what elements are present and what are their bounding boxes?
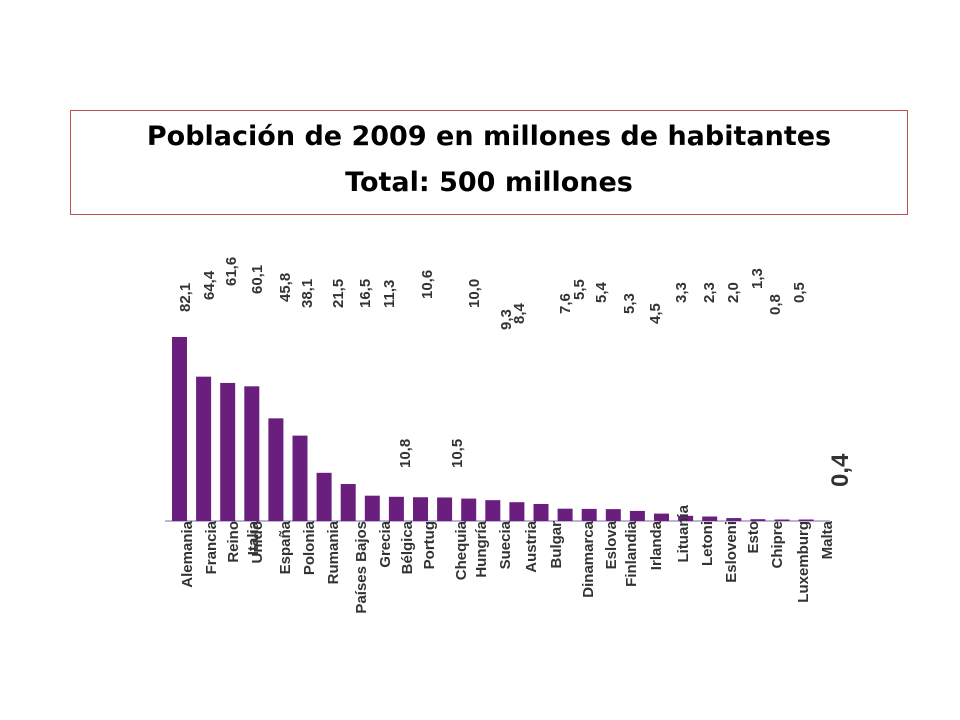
- bar-rumania: [316, 472, 332, 521]
- category-label-grecia: Grecia: [377, 520, 394, 567]
- value-label-grecia: 11,3: [381, 280, 398, 308]
- category-label-dinamarca: Dinamarca: [580, 520, 597, 597]
- bar-malta: [798, 519, 814, 521]
- bar-portugal: [413, 497, 428, 521]
- value-label-luxemburgo: 0,5: [791, 282, 808, 303]
- category-label-espana: España: [277, 520, 294, 574]
- bar-belgica: [388, 496, 404, 521]
- value-label-austria: 8,4: [511, 302, 528, 324]
- category-label-portug: Portug: [421, 521, 438, 569]
- category-label-esto: Esto: [745, 521, 762, 554]
- value-label-dinamarca: 5,5: [571, 279, 588, 300]
- value-label-italia: 60,1: [249, 265, 266, 294]
- bar-suecia: [485, 500, 501, 521]
- value-label-finlandia: 5,3: [621, 293, 638, 314]
- bar-eslovenia: [702, 516, 718, 521]
- value-label-chipre: 0,8: [767, 294, 784, 315]
- category-label-finlandia: Finlandia: [623, 520, 640, 586]
- value-label-irlanda: 4,5: [647, 303, 664, 324]
- bar-chipre: [750, 519, 766, 521]
- chart-subtitle: Total: 500 millones: [345, 167, 633, 198]
- category-label-suecia: Suecia: [497, 520, 514, 569]
- category-label-rumania: Rumania: [325, 520, 342, 584]
- value-label-rumania: 21,5: [330, 279, 347, 308]
- value-label-malta: 0,4: [827, 453, 854, 487]
- bar-alemania: [172, 337, 187, 521]
- value-label-paises-bajos: 16,5: [357, 279, 374, 308]
- bar-finlandia: [605, 509, 621, 521]
- value-label-lituania: 3,3: [673, 282, 690, 303]
- value-label-espana: 45,8: [277, 273, 294, 302]
- category-label-lituania: Lituania: [675, 504, 692, 562]
- category-label-luxemburg: Luxemburg: [795, 521, 812, 603]
- chart-title-box: Población de 2009 en millones de habitan…: [70, 110, 908, 215]
- value-label-polonia: 38,1: [299, 279, 316, 308]
- value-label-portugal: 10,6: [419, 270, 436, 299]
- bar-paises-bajos: [340, 484, 356, 521]
- value-label-eslovenia: 2,0: [725, 282, 742, 303]
- bar-polonia: [292, 435, 308, 521]
- category-label-francia: Francia: [203, 520, 220, 574]
- value-label-chequia: 10,5: [449, 439, 466, 468]
- bar-irlanda: [629, 510, 645, 521]
- category-label-reino: Reino: [225, 521, 242, 563]
- bar-eslovaquia: [581, 508, 597, 521]
- chart-title: Población de 2009 en millones de habitan…: [146, 121, 832, 152]
- category-label-letoni: Letoni: [699, 521, 716, 566]
- bar-bulgaria: [533, 503, 549, 521]
- category-label-malta: Malta: [819, 520, 836, 559]
- value-label-francia: 64,4: [201, 270, 218, 300]
- value-label-eslovaquia: 5,4: [593, 281, 610, 303]
- bar-reino-unido: [220, 382, 236, 521]
- bar-espana: [268, 418, 284, 521]
- category-label-eslova: Eslova: [603, 520, 620, 569]
- category-label-polonia: Polonia: [301, 520, 318, 575]
- category-label-austria: Austria: [523, 520, 540, 572]
- category-label-esloveni: Esloveni: [723, 521, 740, 583]
- category-label-unido: Unido: [249, 521, 266, 564]
- bar-hungria: [461, 498, 477, 521]
- value-label-suecia: 9,3: [498, 309, 515, 330]
- value-label-hungria: 10,0: [466, 279, 483, 308]
- value-label-belgica: 10,8: [397, 439, 414, 468]
- category-label-chipre: Chipre: [769, 521, 786, 569]
- category-label-bulgar: Bulgar: [548, 521, 565, 569]
- bar-luxemburgo: [774, 519, 790, 521]
- bar-italia: [244, 386, 260, 521]
- value-label-reino-unido: 61,6: [223, 257, 240, 286]
- value-label-letonia: 2,3: [701, 282, 718, 303]
- bar-dinamarca: [557, 508, 573, 521]
- category-label-irlanda: Irlanda: [648, 520, 665, 570]
- value-label-bulgaria: 7,6: [557, 293, 574, 314]
- category-label-paises-bajos: Países Bajos: [353, 521, 370, 614]
- bar-chequia: [437, 497, 453, 521]
- category-label-chequia: Chequia: [453, 520, 470, 580]
- category-label-italia: Italia: [245, 520, 262, 555]
- value-label-alemania: 82,1: [177, 283, 194, 312]
- category-label-belgica: Bélgica: [399, 520, 416, 574]
- bar-estonia: [726, 518, 742, 521]
- category-label-alemania: Alemania: [179, 520, 196, 587]
- bar-austria: [509, 502, 525, 521]
- bar-francia: [196, 376, 212, 521]
- bar-letonia: [678, 515, 694, 521]
- bar-grecia: [364, 495, 380, 521]
- bar-lituania: [654, 513, 669, 521]
- value-label-estonia: 1,3: [749, 268, 766, 289]
- category-label-hungria: Hungría: [473, 520, 490, 577]
